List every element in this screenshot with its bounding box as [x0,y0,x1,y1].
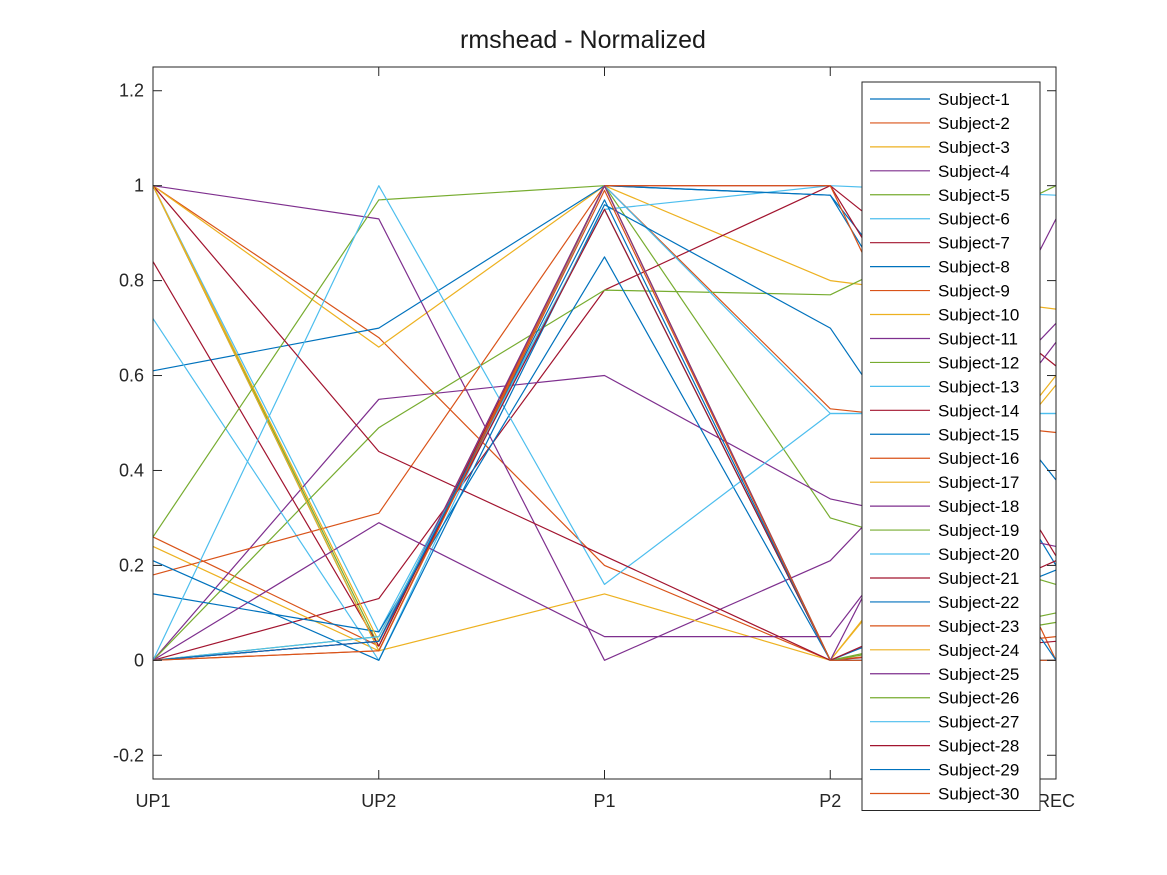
y-tick-label: 0.2 [119,555,144,575]
x-tick-label: REC [1037,791,1075,811]
legend-entry-label: Subject-26 [938,689,1019,708]
legend-entry-label: Subject-8 [938,258,1010,277]
x-tick-label: UP2 [361,791,396,811]
y-tick-label: 1.2 [119,81,144,101]
legend-entry-label: Subject-23 [938,617,1019,636]
legend-entry-label: Subject-29 [938,761,1019,780]
legend-entry-label: Subject-19 [938,521,1019,540]
legend-entry-label: Subject-27 [938,713,1019,732]
legend-entry-label: Subject-3 [938,138,1010,157]
legend: Subject-1 Subject-2 Subject-3 Subject-4 Subj… [861,81,1041,811]
y-tick-label: -0.2 [113,745,144,765]
legend-entry-label: Subject-4 [938,162,1010,181]
legend-entry-label: Subject-11 [938,329,1018,348]
x-tick-label: UP1 [135,791,170,811]
legend-entry-label: Subject-20 [938,545,1019,564]
legend-entry-label: Subject-6 [938,210,1010,229]
x-tick-label: P1 [593,791,615,811]
legend-entry-label: Subject-12 [938,353,1019,372]
legend-entry-label: Subject-18 [938,497,1019,516]
legend-entry-label: Subject-21 [938,569,1019,588]
legend-entry-label: Subject-24 [938,641,1019,660]
legend-entry-label: Subject-7 [938,234,1010,253]
legend-entry-label: Subject-9 [938,282,1010,301]
y-tick-label: 0.4 [119,460,144,480]
legend-entry-label: Subject-2 [938,114,1010,133]
y-tick-label: 0 [134,650,144,670]
legend-entry-label: Subject-15 [938,425,1019,444]
legend-entry-label: Subject-28 [938,737,1019,756]
legend-entry-label: Subject-16 [938,449,1019,468]
y-tick-label: 1 [134,176,144,196]
y-tick-label: 0.8 [119,271,144,291]
y-tick-label: 0.6 [119,366,144,386]
x-tick-label: P2 [819,791,841,811]
legend-entry-label: Subject-1 [938,90,1010,109]
legend-entry-label: Subject-5 [938,186,1010,205]
legend-entry-label: Subject-10 [938,306,1019,325]
legend-box [861,81,1041,811]
legend-entry-label: Subject-30 [938,785,1019,804]
legend-entry-label: Subject-14 [938,401,1019,420]
legend-entry-label: Subject-13 [938,377,1019,396]
legend-entry-label: Subject-22 [938,593,1019,612]
legend-entry-label: Subject-17 [938,473,1019,492]
axes: -0.2 0 0.2 0.4 0.6 0.8 1 1.2 UP1 UP2 P1 P2 REC [113,66,1075,811]
legend-entry-label: Subject-25 [938,665,1019,684]
chart-title: rmshead - Normalized [460,26,706,54]
